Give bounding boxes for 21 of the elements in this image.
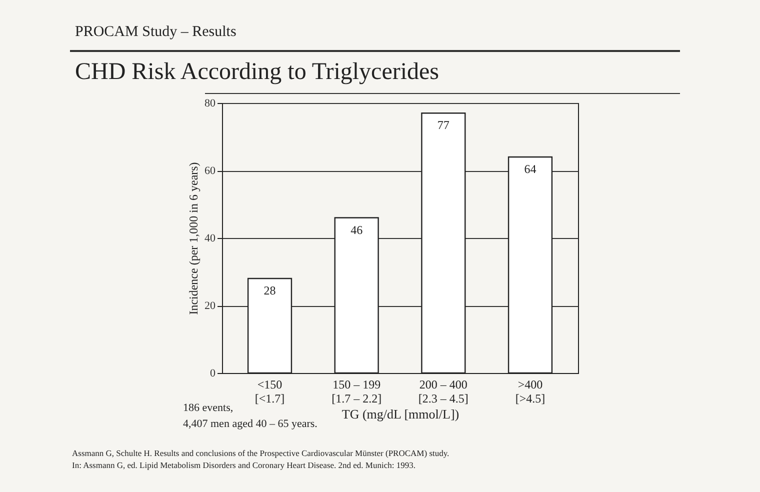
y-tick-label: 40: [204, 232, 216, 244]
text: 186 events,: [183, 402, 234, 414]
chart-title: CHD Risk According to Triglycerides: [75, 59, 439, 86]
text: Assmann G, Schulte H. Results and conclusions of the Prospective Cardiovascular Münster (PROCAM) study.: [72, 448, 450, 458]
chart-subtitle: PROCAM Study – Results: [75, 24, 236, 41]
x-tick-label: 150 – 199 [1.7 – 2.2]: [332, 378, 382, 406]
x-tick-label: >400 [>4.5]: [515, 378, 546, 406]
text: 4,407 men aged 40 – 65 years.: [183, 418, 318, 430]
y-tick-label: 60: [204, 165, 216, 177]
y-tick-label: 0: [210, 368, 216, 380]
y-tick-label: 20: [204, 300, 216, 312]
x-axis-title: TG (mg/dL [mmol/L]): [342, 406, 460, 422]
x-tick-label: <150 [<1.7]: [254, 378, 285, 406]
data-label: 77: [437, 118, 450, 132]
data-label: 28: [264, 284, 276, 298]
x-tick-label: 200 – 400 [2.3 – 4.5]: [418, 378, 468, 406]
y-axis-title: Incidence (per 1,000 in 6 years): [186, 162, 200, 315]
data-label: 64: [524, 162, 536, 176]
data-label: 46: [350, 222, 363, 237]
y-tick-label: 80: [204, 98, 216, 110]
text: In: Assmann G, ed. Lipid Metabolism Disorders and Coronary Heart Disease. 2nd ed. Munich: 1993.: [72, 460, 416, 470]
